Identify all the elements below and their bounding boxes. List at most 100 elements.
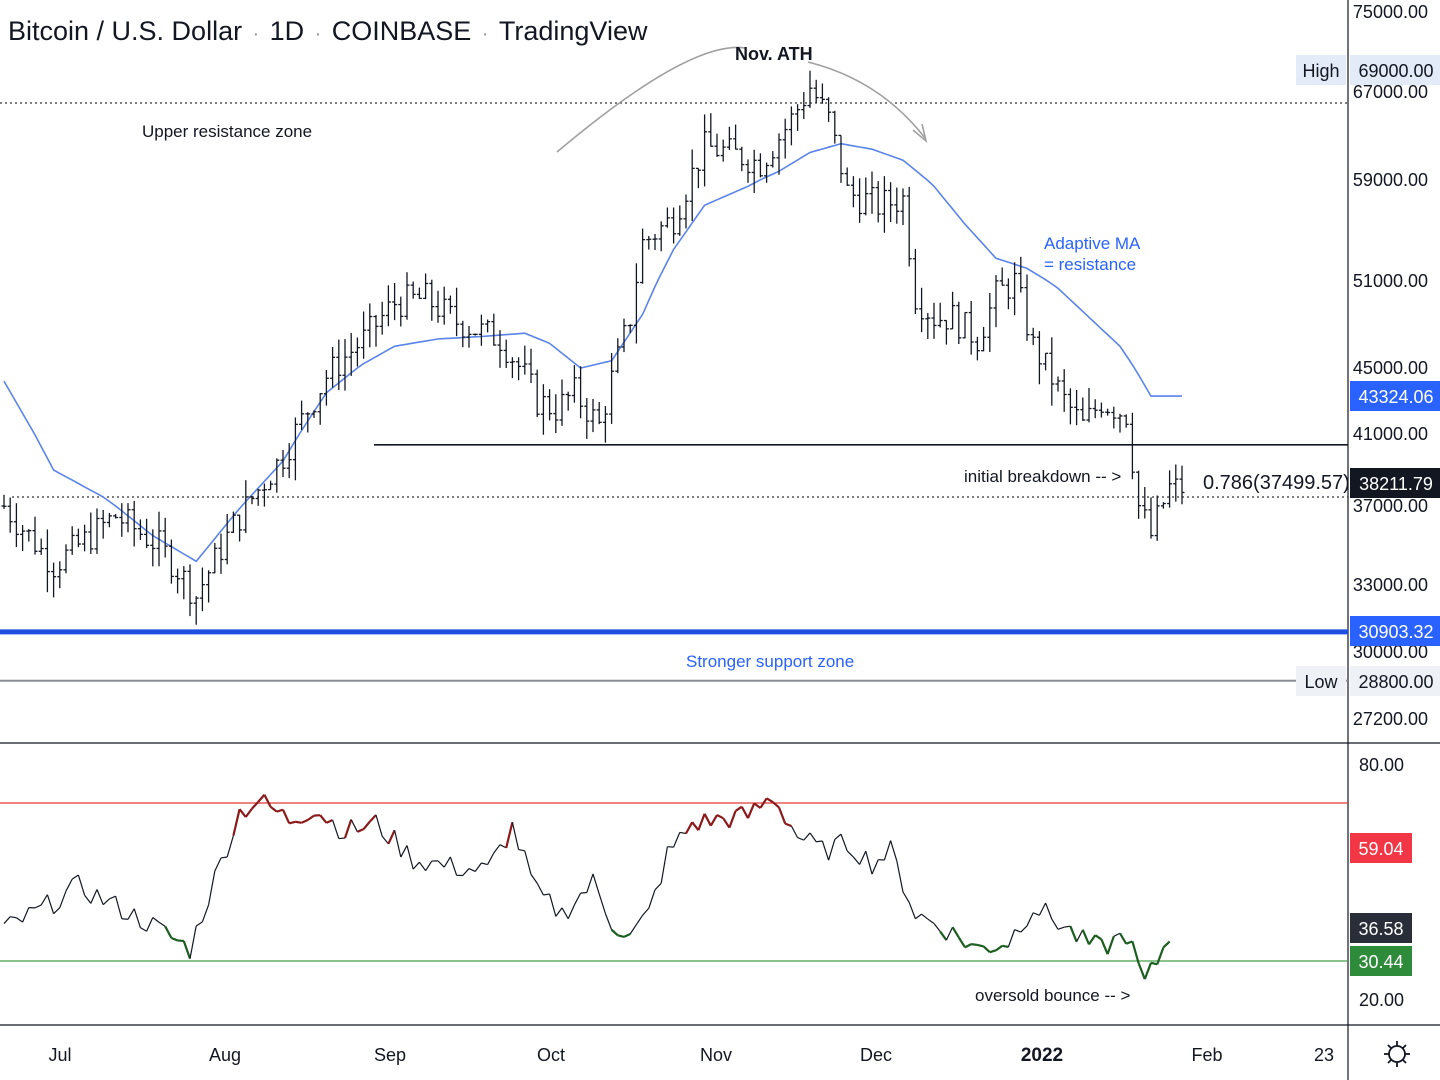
rsi-segment — [598, 893, 606, 914]
rsi-segment — [709, 814, 718, 827]
candle — [987, 292, 993, 353]
rsi-segment — [660, 846, 668, 884]
candle — [1005, 278, 1011, 310]
candle — [1086, 387, 1092, 423]
rsi-segment — [803, 832, 811, 841]
rsi-segment — [84, 894, 92, 904]
candle — [311, 410, 317, 418]
title-platform: TradingView — [499, 16, 648, 46]
candle — [435, 290, 441, 323]
candle — [919, 287, 925, 333]
rsi-segment — [251, 801, 260, 810]
price-tick: 37000.00 — [1353, 496, 1428, 516]
ma-path — [3, 142, 1182, 563]
price-tag-bg — [1350, 666, 1440, 696]
rsi-segment — [468, 868, 476, 873]
rsi-segment — [394, 830, 402, 858]
rsi-segment — [846, 850, 854, 858]
rsi-segment — [319, 814, 328, 824]
rsi-segment — [462, 868, 470, 876]
rsi-segment — [449, 856, 458, 876]
price-tick: 30000.00 — [1353, 642, 1428, 662]
candle — [162, 517, 168, 558]
rsi-segment — [629, 924, 637, 935]
rsi-segment — [158, 921, 166, 927]
candle — [286, 443, 292, 479]
candle — [1036, 331, 1042, 385]
rsi-segment — [821, 840, 830, 861]
candle — [75, 528, 81, 548]
rsi-segment — [703, 813, 712, 827]
candle — [460, 320, 466, 348]
candle — [193, 596, 199, 625]
rsi-segment — [164, 925, 173, 939]
candle — [547, 389, 553, 421]
rsi-segment — [487, 852, 495, 865]
price-tag-label: High — [1302, 61, 1339, 81]
rsi-segment — [238, 808, 247, 818]
rsi-segment — [871, 859, 879, 875]
candle — [956, 301, 962, 344]
candle — [274, 458, 280, 493]
candle — [683, 194, 689, 229]
price-tag: 30903.32 — [1350, 616, 1440, 646]
candle — [559, 379, 565, 426]
candle — [937, 302, 943, 328]
candle — [776, 133, 782, 175]
gear-icon[interactable] — [1384, 1041, 1410, 1067]
rsi-segment — [34, 904, 42, 909]
candle — [615, 338, 621, 374]
rsi-segment — [828, 839, 836, 861]
title-symbol: Bitcoin / U.S. Dollar — [8, 16, 242, 46]
rsi-segment — [65, 878, 73, 892]
candle — [1067, 388, 1073, 425]
candle — [323, 369, 329, 406]
rsi-segment — [269, 805, 278, 813]
rsi-segment — [1045, 902, 1053, 920]
candle — [739, 146, 745, 172]
candle — [1105, 408, 1111, 416]
candle — [150, 529, 156, 567]
candle — [912, 248, 918, 315]
rsi-segment — [834, 833, 842, 840]
price-tag-bg — [1350, 55, 1440, 85]
rsi-tag-value: 30.44 — [1358, 952, 1403, 972]
candle — [361, 311, 367, 359]
candle — [472, 333, 478, 336]
time-tick: Oct — [537, 1045, 565, 1065]
candle — [633, 263, 639, 344]
candle — [175, 568, 181, 594]
rsi-segment — [201, 904, 210, 923]
ma-label-line2: = resistance — [1044, 255, 1136, 274]
rsi-segment — [301, 819, 309, 824]
rsi-segment — [524, 850, 532, 875]
candle — [565, 391, 571, 411]
candle — [671, 207, 677, 244]
candle — [131, 500, 137, 547]
rsi-segment — [356, 828, 365, 833]
rsi-segment — [530, 874, 538, 884]
rsi-segment — [121, 918, 129, 920]
time-axis: Jul Aug Sep Oct Nov Dec 2022 Feb 23 — [48, 1045, 1334, 1066]
candle-series — [1, 70, 1185, 625]
candle — [646, 236, 652, 250]
rsi-segment — [46, 894, 55, 914]
rsi-tag-bg — [1350, 833, 1412, 863]
candle — [621, 318, 627, 353]
candle — [224, 513, 230, 565]
candle — [212, 542, 218, 574]
rsi-segment — [759, 797, 768, 809]
candle — [466, 325, 472, 348]
rsi-segment — [989, 949, 997, 954]
candle — [69, 526, 75, 555]
rsi-segment — [865, 851, 873, 875]
rsi-segment — [945, 926, 954, 941]
rsi-tag-bg — [1350, 946, 1412, 976]
rsi-segment — [481, 862, 488, 866]
candle — [745, 159, 751, 183]
candle — [950, 291, 956, 330]
candle — [658, 221, 664, 252]
candle — [943, 319, 949, 345]
candle — [652, 233, 658, 251]
